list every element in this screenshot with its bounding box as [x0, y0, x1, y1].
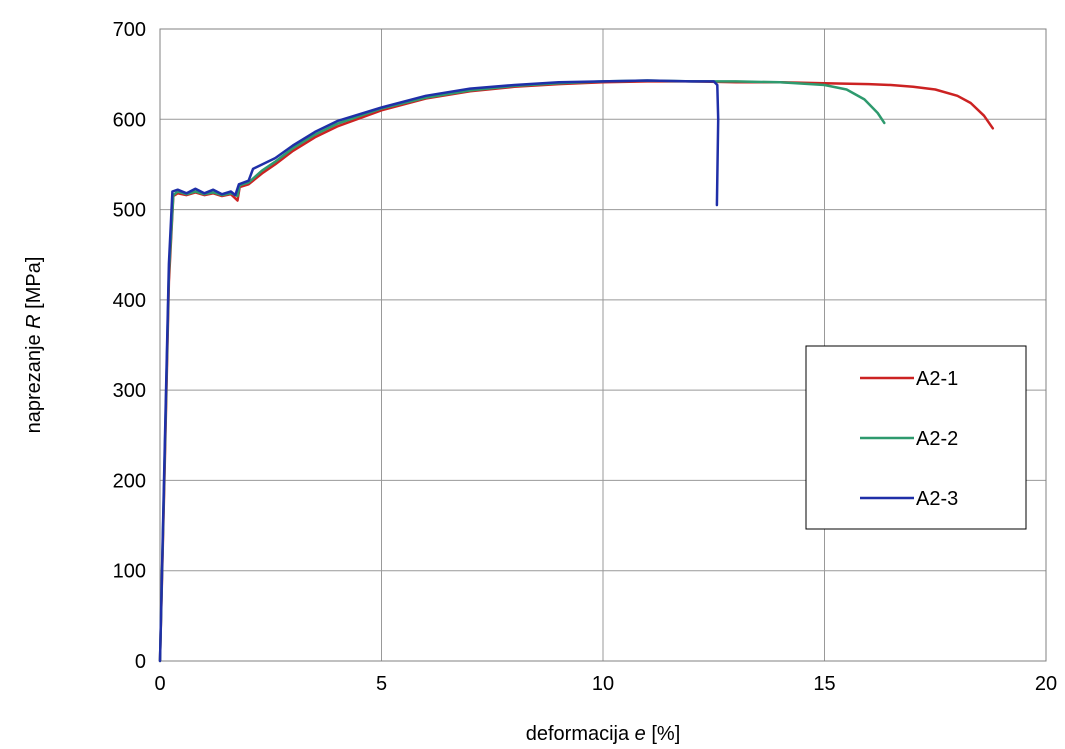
series-line-a2-3 [158, 79, 720, 663]
series-group [158, 79, 995, 663]
y-tick-label: 400 [113, 290, 146, 312]
plot-area-border [159, 28, 1047, 662]
y-axis-title-variable: R [23, 314, 45, 328]
legend-label-a2-3: A2-3 [916, 488, 958, 510]
series-line-a2-2 [158, 79, 886, 663]
x-axis-title-prefix: deformacija [526, 723, 635, 745]
y-axis-title-prefix: naprezanje [23, 329, 45, 434]
legend: A2-1 A2-2 A2-3 [805, 345, 1027, 530]
x-axis-title-variable: e [635, 723, 646, 745]
x-tick-label: 15 [813, 673, 835, 695]
legend-items: A2-1 A2-2 A2-3 [860, 368, 958, 510]
legend-label-a2-2: A2-2 [916, 428, 958, 450]
y-tick-label: 200 [113, 470, 146, 492]
gridlines [159, 28, 1047, 662]
y-tick-label: 100 [113, 561, 146, 583]
y-tick-labels: 0 100 200 300 400 500 600 700 [113, 19, 146, 673]
x-tick-label: 5 [376, 673, 387, 695]
x-tick-label: 20 [1035, 673, 1057, 695]
y-tick-label: 700 [113, 19, 146, 41]
y-axis-title: naprezanje R [MPa] [23, 257, 45, 434]
x-axis-title: deformacija e [%] [526, 723, 681, 745]
x-axis-title-unit: [%] [646, 723, 680, 745]
y-tick-label: 600 [113, 109, 146, 131]
y-tick-label: 500 [113, 200, 146, 222]
x-tick-label: 10 [592, 673, 614, 695]
x-tick-labels: 0 5 10 15 20 [154, 673, 1057, 695]
y-tick-label: 300 [113, 380, 146, 402]
x-tick-label: 0 [154, 673, 165, 695]
legend-box [805, 345, 1027, 530]
y-axis-title-unit: [MPa] [23, 257, 45, 315]
legend-label-a2-1: A2-1 [916, 368, 958, 390]
y-tick-label: 0 [135, 651, 146, 673]
